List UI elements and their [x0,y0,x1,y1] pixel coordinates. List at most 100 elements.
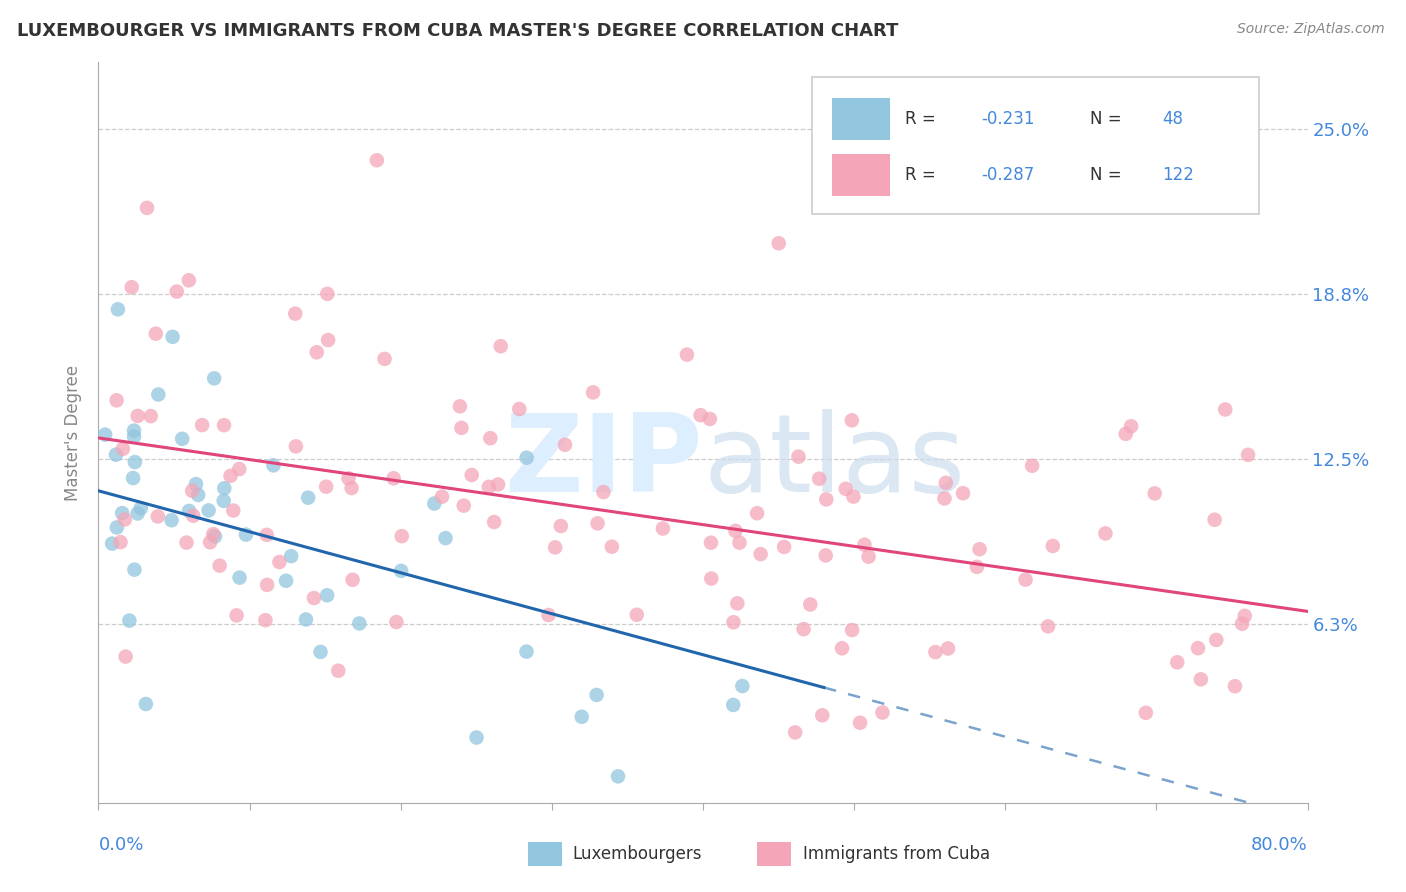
Point [197,503,219,517]
Point [450,421,472,435]
Point [385,615,408,629]
Point [849,715,872,730]
Point [389,564,412,578]
Point [723,615,745,630]
Point [626,607,648,622]
Text: Luxembourgers: Luxembourgers [572,845,702,863]
Point [342,573,364,587]
Point [430,490,453,504]
Point [423,496,446,510]
Point [508,402,530,417]
Point [295,612,318,626]
Point [835,482,858,496]
Point [1119,419,1142,434]
Point [235,527,257,541]
Point [315,480,337,494]
Point [651,521,673,535]
Point [228,571,250,585]
Text: N =: N = [1090,111,1126,128]
Point [841,623,863,637]
Point [725,596,748,610]
Point [516,450,538,465]
Text: Immigrants from Cuba: Immigrants from Cuba [803,845,990,863]
Point [571,710,593,724]
Text: -0.287: -0.287 [981,166,1035,184]
Point [1223,679,1246,693]
Point [1036,619,1059,633]
Point [787,450,810,464]
Point [274,574,297,588]
Bar [832,98,890,140]
Point [799,598,821,612]
Point [544,541,567,555]
Point [172,432,194,446]
Point [349,616,371,631]
Point [749,547,772,561]
Point [228,462,250,476]
Point [177,504,200,518]
Point [853,538,876,552]
Point [129,501,152,516]
Point [305,345,328,359]
Point [222,503,245,517]
Text: atlas: atlas [703,409,965,516]
Point [124,563,146,577]
Y-axis label: Master's Degree: Master's Degree [65,365,83,500]
Point [1205,632,1227,647]
Point [107,302,129,317]
Point [1233,608,1256,623]
Point [554,438,576,452]
Point [1115,426,1137,441]
Point [204,529,226,543]
Point [537,607,560,622]
Point [191,418,214,433]
Point [94,427,117,442]
Point [793,622,815,636]
Point [745,506,768,520]
Point [1143,486,1166,500]
Point [118,614,141,628]
Point [145,326,167,341]
Point [676,348,699,362]
Point [176,535,198,549]
Point [181,483,204,498]
Point [486,477,509,491]
Point [582,385,605,400]
Point [136,201,159,215]
Point [280,549,302,563]
Point [1094,526,1116,541]
Point [723,698,745,712]
Point [184,477,207,491]
Point [146,509,169,524]
Point [104,448,127,462]
Text: R =: R = [905,111,941,128]
Point [478,480,501,494]
Point [841,413,863,427]
Point [284,307,307,321]
Point [284,439,307,453]
Bar [527,842,561,866]
Point [515,645,537,659]
Point [309,645,332,659]
Point [1237,448,1260,462]
Text: N =: N = [1090,166,1126,184]
Text: 48: 48 [1163,111,1184,128]
Point [808,472,831,486]
Point [811,708,834,723]
Point [768,236,790,251]
Text: ZIP: ZIP [505,409,703,516]
Point [1189,673,1212,687]
Point [391,529,413,543]
Point [382,471,405,485]
Point [700,535,723,549]
Point [699,412,721,426]
Point [162,330,184,344]
Point [1014,573,1036,587]
Point [814,549,837,563]
Point [489,339,512,353]
Point [872,706,894,720]
Point [202,371,225,385]
Point [585,688,607,702]
Point [831,641,853,656]
Point [550,519,572,533]
